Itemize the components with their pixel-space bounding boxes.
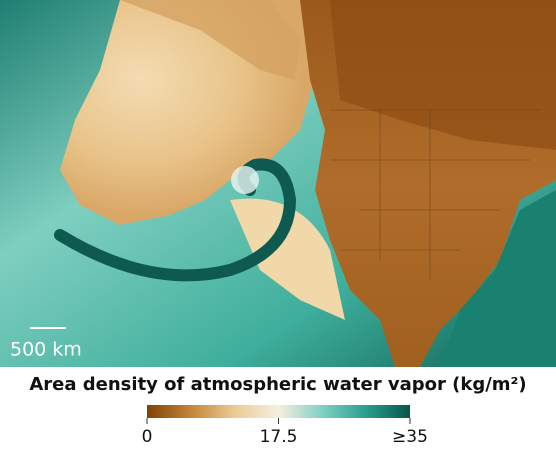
color-bar [147, 405, 410, 418]
land [330, 0, 556, 150]
dry-air [230, 198, 345, 320]
scale-bar-label: 500 km [10, 339, 82, 361]
legend-title: Area density of atmospheric water vapor … [29, 374, 526, 395]
map: 500 km [0, 0, 556, 367]
dry-air [120, 0, 300, 80]
atmospheric-river [54, 158, 297, 282]
tick-label: ≥35 [392, 427, 428, 447]
borders [330, 109, 540, 280]
cyclone-eye [231, 166, 259, 194]
legend: Area density of atmospheric water vapor … [29, 374, 526, 447]
tick-label: 0 [142, 427, 153, 447]
tick-label: 17.5 [260, 427, 298, 447]
moist-air [440, 190, 556, 367]
